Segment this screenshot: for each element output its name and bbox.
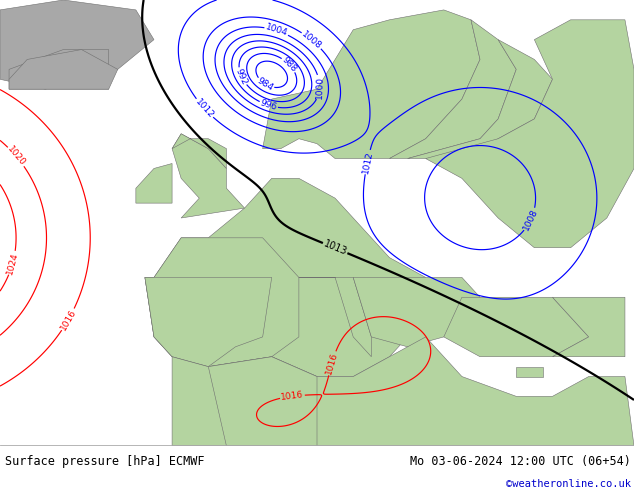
Polygon shape — [136, 164, 172, 203]
Polygon shape — [145, 238, 299, 367]
Polygon shape — [353, 277, 480, 347]
Polygon shape — [552, 297, 625, 357]
Text: 1024: 1024 — [6, 251, 20, 275]
Text: 1016: 1016 — [325, 351, 340, 375]
Polygon shape — [145, 178, 425, 376]
Polygon shape — [172, 134, 245, 218]
Text: 988: 988 — [280, 55, 299, 74]
Text: 1012: 1012 — [361, 150, 374, 174]
Polygon shape — [0, 0, 154, 89]
Text: Mo 03-06-2024 12:00 UTC (06+54): Mo 03-06-2024 12:00 UTC (06+54) — [410, 455, 631, 467]
Polygon shape — [516, 367, 543, 376]
Polygon shape — [172, 337, 634, 446]
Polygon shape — [408, 40, 552, 159]
Text: 1000: 1000 — [314, 75, 325, 99]
Text: 992: 992 — [234, 67, 249, 86]
Polygon shape — [425, 20, 634, 248]
Text: 1016: 1016 — [280, 391, 304, 402]
Polygon shape — [444, 297, 589, 357]
Text: 1008: 1008 — [300, 29, 323, 51]
Text: 1012: 1012 — [193, 97, 216, 120]
Text: Surface pressure [hPa] ECMWF: Surface pressure [hPa] ECMWF — [5, 455, 205, 467]
Text: 1004: 1004 — [264, 23, 288, 38]
Text: ©weatheronline.co.uk: ©weatheronline.co.uk — [506, 479, 631, 490]
Polygon shape — [9, 49, 118, 89]
Polygon shape — [172, 134, 226, 169]
Text: 1016: 1016 — [59, 307, 78, 332]
Polygon shape — [145, 277, 272, 367]
Polygon shape — [262, 10, 480, 159]
Text: 1008: 1008 — [522, 207, 540, 232]
Text: 996: 996 — [259, 98, 278, 112]
Text: 1020: 1020 — [6, 145, 27, 168]
Polygon shape — [389, 20, 516, 159]
Polygon shape — [209, 357, 317, 446]
Text: 984: 984 — [256, 76, 275, 93]
Text: 1013: 1013 — [322, 239, 348, 257]
Polygon shape — [9, 49, 108, 89]
Polygon shape — [299, 277, 372, 357]
